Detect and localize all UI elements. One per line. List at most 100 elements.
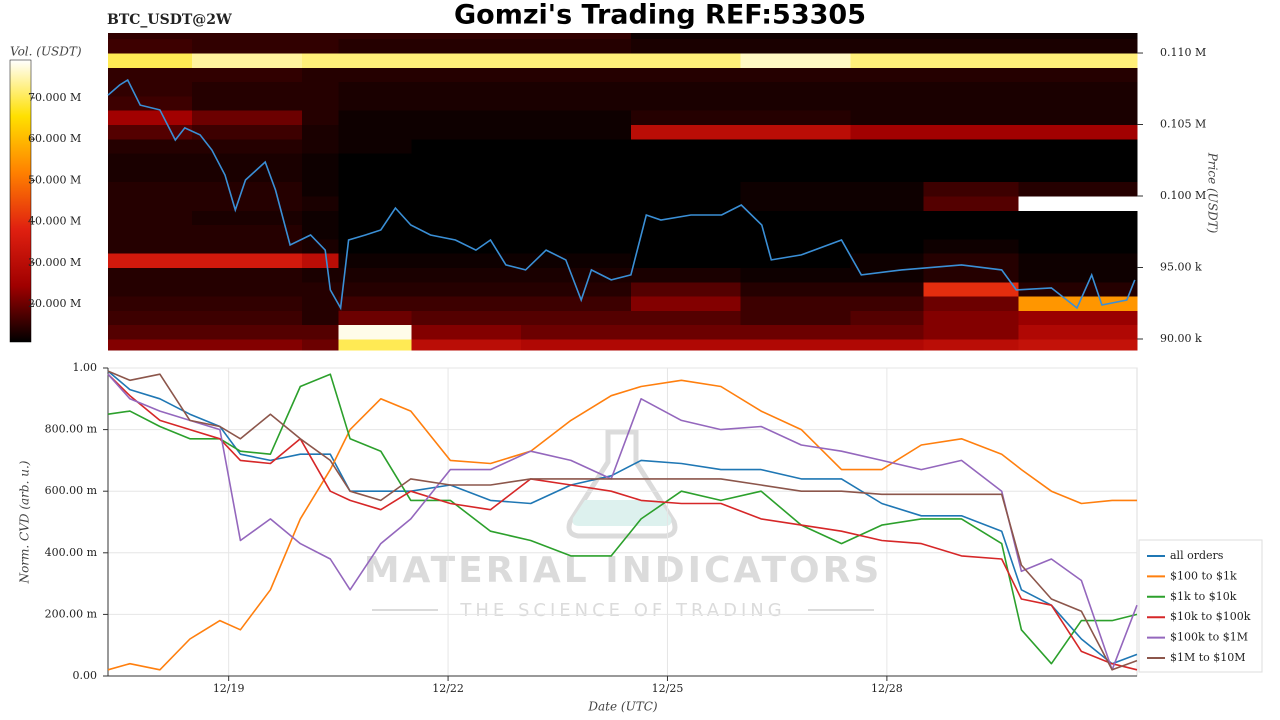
heat-cell — [192, 53, 303, 68]
heat-cell — [630, 53, 742, 68]
heat-cell — [1018, 53, 1138, 68]
heat-cell — [521, 253, 632, 268]
heat-cell — [740, 110, 851, 126]
heat-cell — [521, 95, 632, 111]
heat-cell — [923, 124, 1020, 140]
heat-cell — [338, 38, 413, 54]
heat-cell — [108, 296, 193, 311]
y-tick-label: 90.00 k — [1160, 332, 1202, 345]
heat-cell — [740, 196, 851, 211]
heat-cell — [338, 138, 413, 154]
heat-cell — [108, 281, 193, 297]
heat-cell — [108, 153, 193, 168]
symbol: BTC_USDT@2W — [107, 12, 232, 28]
heat-cell — [850, 95, 924, 111]
heat-cell — [1018, 238, 1138, 254]
cvd-line — [107, 373, 1138, 671]
x-tick-label: 12/25 — [652, 682, 684, 695]
heat-cell — [850, 310, 924, 326]
heat-cell — [108, 224, 193, 240]
heat-cell — [630, 196, 742, 211]
heat-cell — [740, 281, 851, 297]
heat-cell — [411, 53, 522, 68]
heat-cell — [192, 153, 303, 168]
heat-cell — [740, 81, 851, 97]
legend-label: $10k to $100k — [1170, 610, 1251, 623]
heat-cell — [630, 281, 742, 297]
heat-cell — [923, 167, 1020, 183]
heat-cell — [850, 338, 924, 351]
heat-cell — [850, 53, 924, 68]
colorbar-tick-label: 30.000 M — [28, 256, 81, 269]
heat-cell — [521, 210, 632, 226]
cvd-line — [107, 370, 1138, 671]
heat-cell — [411, 153, 522, 168]
heat-cell — [740, 124, 851, 140]
heat-cell — [301, 296, 339, 311]
heat-cell — [338, 153, 413, 168]
heat-cell — [411, 167, 522, 183]
chart-title: Gomzi's Trading REF:53305 — [454, 0, 866, 31]
heat-cell — [740, 138, 851, 154]
heat-cell — [630, 338, 742, 351]
heat-cell — [301, 310, 339, 326]
heat-cell — [923, 95, 1020, 111]
heat-cell — [338, 253, 413, 268]
heat-cell — [850, 67, 924, 83]
heat-cell — [411, 224, 522, 240]
heat-cell — [108, 33, 193, 40]
price-line — [107, 78, 1136, 311]
heat-cell — [630, 210, 742, 226]
heat-cell — [411, 324, 522, 340]
heat-cell — [108, 196, 193, 211]
heat-cell — [192, 81, 303, 97]
heat-cell — [338, 95, 413, 111]
heat-cell — [521, 110, 632, 126]
heat-cell — [411, 296, 522, 311]
heat-cell — [740, 67, 851, 83]
heat-cell — [1018, 124, 1138, 140]
colorbar — [9, 59, 32, 343]
heat-cell — [521, 338, 632, 351]
heat-cell — [301, 138, 339, 154]
heat-cell — [192, 67, 303, 83]
heat-cell — [1018, 338, 1138, 351]
heat-cell — [301, 196, 339, 211]
heat-cell — [923, 153, 1020, 168]
heat-cell — [338, 210, 413, 226]
x-tick-label: 12/22 — [432, 682, 464, 695]
heat-cell — [301, 267, 339, 283]
heat-cell — [850, 124, 924, 140]
heat-cell — [108, 81, 193, 97]
heat-cell — [338, 324, 413, 340]
y-tick-label: 200.00 m — [45, 607, 98, 620]
x-axis-label: Date (UTC) — [587, 700, 657, 714]
heat-cell — [338, 167, 413, 183]
heat-cell — [411, 310, 522, 326]
heat-cell — [192, 210, 303, 226]
heat-cell — [108, 95, 193, 111]
heat-cell — [1018, 324, 1138, 340]
heat-cell — [630, 267, 742, 283]
heat-cell — [108, 38, 193, 54]
heat-cell — [192, 33, 303, 40]
heat-cell — [1018, 110, 1138, 126]
heat-cell — [923, 33, 1020, 40]
heat-cell — [521, 224, 632, 240]
heat-cell — [923, 238, 1020, 254]
heat-cell — [923, 224, 1020, 240]
x-tick-label: 12/28 — [871, 682, 903, 695]
heat-cell — [740, 224, 851, 240]
heat-cell — [301, 324, 339, 340]
heat-cell — [108, 167, 193, 183]
heat-cell — [301, 81, 339, 97]
heat-cell — [338, 281, 413, 297]
heat-cell — [192, 224, 303, 240]
heat-cell — [521, 153, 632, 168]
heat-cell — [411, 110, 522, 126]
heat-cell — [108, 138, 193, 154]
heat-cell — [338, 310, 413, 326]
heat-cell — [521, 81, 632, 97]
